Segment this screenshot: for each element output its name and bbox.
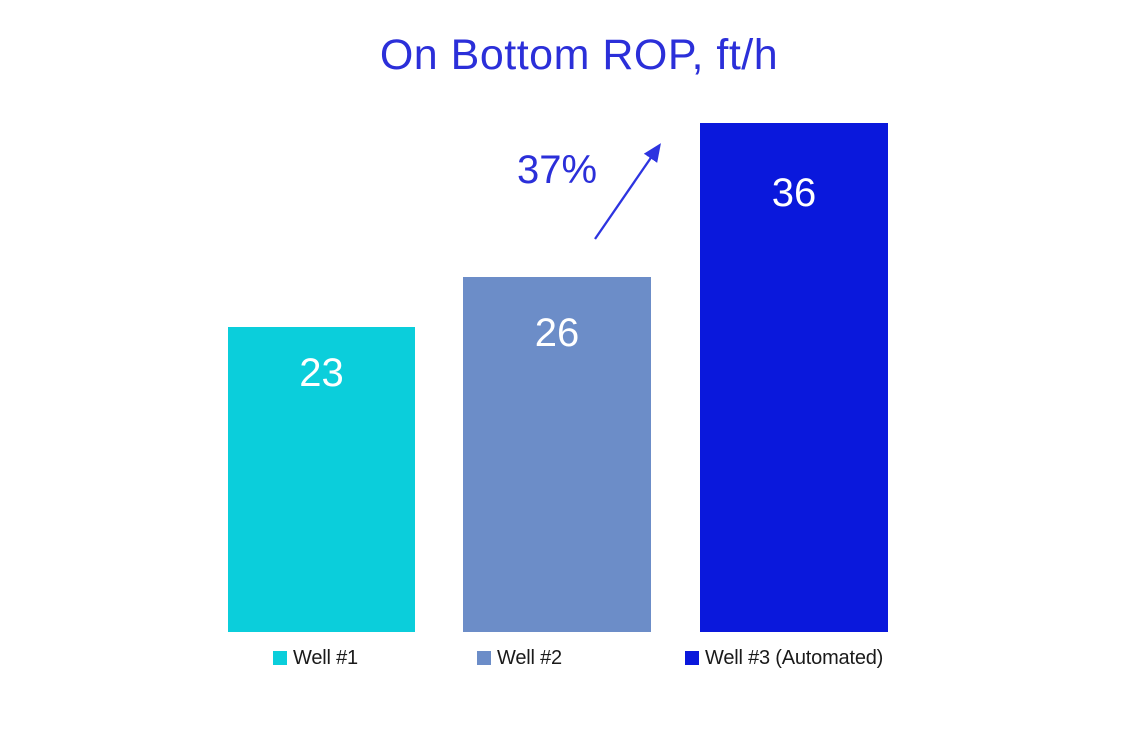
bar-value-label: 23 xyxy=(299,351,344,395)
legend-swatch-icon xyxy=(477,651,491,665)
chart-title: On Bottom ROP, ft/h xyxy=(379,31,779,79)
legend-item-well-1: Well #1 xyxy=(273,647,358,669)
legend-label: Well #3 (Automated) xyxy=(705,647,884,669)
percent-increase-label: 37% xyxy=(516,148,598,192)
legend-item-well-2: Well #2 xyxy=(477,647,562,669)
legend-swatch-icon xyxy=(273,651,287,665)
legend-swatch-icon xyxy=(685,651,699,665)
bar-value-label: 26 xyxy=(534,311,580,355)
bar-well-3-automated: 36 xyxy=(700,123,888,632)
legend-label: Well #1 xyxy=(293,647,358,669)
increase-arrow-icon xyxy=(594,143,661,240)
bar-well-2: 26 xyxy=(463,277,651,632)
legend-label: Well #2 xyxy=(497,647,562,669)
legend-item-well-3-automated: Well #3 (Automated) xyxy=(685,647,884,669)
bar-value-label: 36 xyxy=(771,171,817,215)
bar-well-1: 23 xyxy=(228,327,415,632)
